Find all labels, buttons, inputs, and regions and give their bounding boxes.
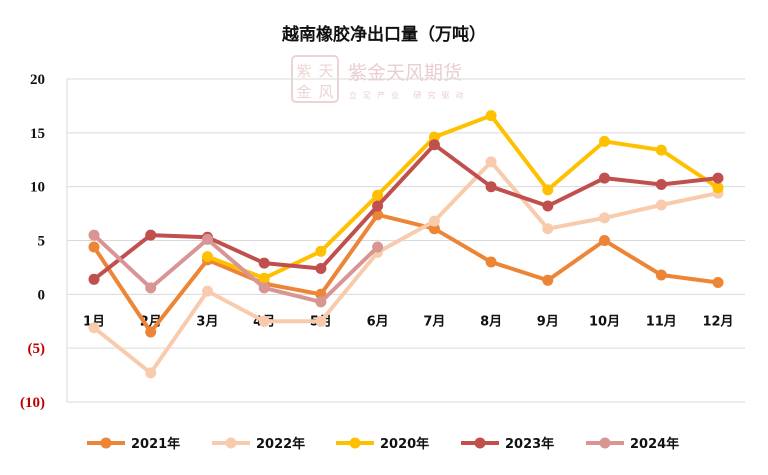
series-0 xyxy=(88,209,724,338)
data-point xyxy=(88,229,100,241)
legend-label: 2023年 xyxy=(505,436,554,452)
legend-item: 2021年 xyxy=(87,436,180,452)
data-point xyxy=(315,296,327,308)
data-point xyxy=(485,181,497,193)
data-point xyxy=(542,274,554,286)
legend-item: 2023年 xyxy=(461,436,554,452)
data-point xyxy=(599,172,610,184)
legend-label: 2022年 xyxy=(256,436,305,452)
data-point xyxy=(145,229,157,241)
data-point xyxy=(655,199,667,211)
series-line xyxy=(92,212,720,334)
data-point xyxy=(655,179,667,190)
y-tick-label: 5 xyxy=(38,234,46,250)
legend-swatch-marker xyxy=(225,437,237,449)
legend-swatch-marker xyxy=(349,437,361,449)
y-tick-label: 10 xyxy=(30,180,45,196)
x-tick-label: 10月 xyxy=(589,314,620,329)
data-point xyxy=(542,184,554,196)
legend-label: 2020年 xyxy=(380,436,429,452)
data-point xyxy=(485,110,497,122)
y-tick-label: 0 xyxy=(38,287,46,303)
data-point xyxy=(428,139,440,151)
data-point xyxy=(315,315,327,327)
data-point xyxy=(542,223,554,235)
legend-item: 2022年 xyxy=(212,436,305,452)
x-tick-label: 9月 xyxy=(537,314,559,329)
data-point xyxy=(258,257,270,269)
legend-swatch-marker xyxy=(599,437,611,449)
data-point xyxy=(145,282,157,294)
grid xyxy=(66,78,745,403)
x-tick-label: 1月 xyxy=(83,314,105,329)
data-point xyxy=(88,273,100,285)
data-point xyxy=(372,200,384,212)
data-point xyxy=(258,282,270,294)
data-point xyxy=(88,241,100,253)
x-tick-label: 6月 xyxy=(367,314,389,329)
data-point xyxy=(599,212,610,224)
data-point xyxy=(202,285,213,297)
legend-item: 2020年 xyxy=(336,436,429,452)
series-line xyxy=(92,159,720,375)
data-point xyxy=(372,189,384,201)
legend-swatch-marker xyxy=(474,437,486,449)
data-point xyxy=(258,315,270,327)
data-point xyxy=(202,233,213,245)
series-4 xyxy=(88,229,384,308)
series-group xyxy=(88,110,724,379)
y-tick-label: 20 xyxy=(30,72,45,88)
data-point xyxy=(712,172,724,184)
data-point xyxy=(485,256,497,268)
y-tick-label: (10) xyxy=(20,395,45,411)
watermark-slogan: 立足产业 研究驱动 xyxy=(349,90,470,100)
data-point xyxy=(202,251,213,263)
data-point xyxy=(712,277,724,288)
legend: 2021年 2022年 2020年 2023年 2024年 xyxy=(87,436,679,452)
data-point xyxy=(428,131,440,143)
data-point xyxy=(145,326,157,338)
series-line xyxy=(92,233,380,304)
legend-swatch-marker xyxy=(100,437,112,449)
legend-label: 2024年 xyxy=(630,436,679,452)
x-axis: 1月2月3月4月5月6月7月8月9月10月11月12月 xyxy=(83,314,734,329)
data-point xyxy=(485,156,497,168)
data-point xyxy=(599,235,610,246)
legend-item: 2024年 xyxy=(586,436,679,452)
x-tick-label: 8月 xyxy=(480,314,502,329)
legend-label: 2021年 xyxy=(131,436,180,452)
series-line xyxy=(92,142,720,282)
series-2 xyxy=(202,110,724,284)
data-point xyxy=(258,272,270,284)
series-1 xyxy=(88,156,724,379)
data-point xyxy=(88,322,100,334)
data-point xyxy=(315,263,327,274)
data-point xyxy=(428,223,440,235)
x-tick-label: 7月 xyxy=(423,314,445,329)
data-point xyxy=(145,367,157,379)
y-tick-label: 15 xyxy=(30,126,45,142)
data-point xyxy=(712,182,724,194)
y-axis: 20 15 10 5 0 (5) (10) xyxy=(20,72,45,411)
x-tick-label: 3月 xyxy=(196,314,218,329)
data-point xyxy=(372,241,384,253)
watermark-seal-text: 紫天金风 xyxy=(296,62,333,101)
data-point xyxy=(315,245,327,257)
data-point xyxy=(655,144,667,156)
y-tick-label: (5) xyxy=(28,341,46,357)
x-tick-label: 12月 xyxy=(702,314,733,329)
watermark-name: 紫金天风期货 xyxy=(348,62,462,84)
data-point xyxy=(542,200,554,212)
data-point xyxy=(599,135,610,147)
series-line xyxy=(205,113,720,281)
chart-title: 越南橡胶净出口量（万吨） xyxy=(281,24,486,45)
x-tick-label: 11月 xyxy=(646,314,677,329)
data-point xyxy=(428,215,440,227)
data-point xyxy=(655,269,667,281)
